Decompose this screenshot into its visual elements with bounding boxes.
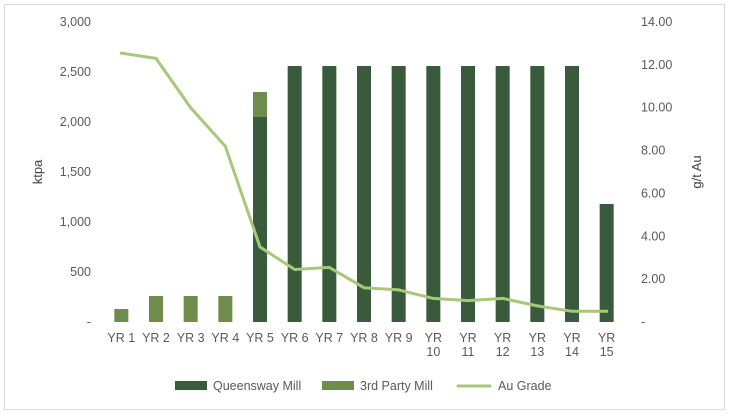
x-tick-label: 14: [565, 345, 579, 359]
x-tick-label: YR 2: [142, 331, 170, 345]
legend-label-queensway-mill: Queensway Mill: [213, 379, 301, 393]
x-tick-label: 11: [462, 345, 475, 359]
au-grade-point: [293, 268, 297, 271]
x-tick-label: YR 3: [177, 331, 205, 345]
y2-tick-label: 14.00: [641, 15, 672, 29]
bar-queensway-mill: [461, 66, 475, 322]
y2-tick-label: 12.00: [641, 58, 672, 72]
au-grade-point: [431, 296, 435, 300]
x-tick-label: 13: [530, 345, 544, 359]
y2-tick-label: 8.00: [641, 144, 665, 158]
bar-queensway-mill: [530, 66, 545, 322]
x-tick-label: YR: [494, 331, 511, 345]
y2-axis-title: g/t Au: [689, 155, 704, 188]
bar-queensway-mill: [426, 66, 441, 322]
x-tick-label: 12: [496, 345, 510, 359]
au-grade-point: [466, 299, 470, 303]
y-tick-label: 3,000: [60, 15, 91, 29]
y2-tick-label: 2.00: [641, 272, 665, 286]
au-grade-point: [501, 296, 505, 300]
x-tick-label: YR 5: [246, 331, 274, 345]
bar-3rd-party-mill: [149, 296, 163, 322]
bar-queensway-mill: [253, 117, 267, 322]
x-tick-label: YR: [598, 331, 615, 345]
y-axis-title: ktpa: [30, 159, 45, 184]
bar-3rd-party-mill: [114, 309, 129, 322]
x-tick-label: 15: [600, 345, 614, 359]
y-tick-label: -: [87, 315, 91, 329]
x-tick-label: YR 1: [107, 331, 135, 345]
x-tick-label: YR 7: [315, 331, 343, 345]
x-tick-label: YR 9: [385, 331, 413, 345]
bar-queensway-mill: [357, 66, 371, 322]
x-tick-label: YR: [459, 331, 476, 345]
bar-3rd-party-mill: [253, 92, 267, 117]
au-grade-point: [189, 106, 193, 110]
x-tick-label: 10: [426, 345, 440, 359]
y-tick-label: 2,500: [60, 65, 91, 79]
au-grade-point: [154, 56, 158, 60]
x-tick-label: YR 4: [211, 331, 239, 345]
au-grade-point: [327, 265, 331, 269]
au-grade-point: [223, 144, 227, 148]
legend-swatch-queensway-mill: [175, 381, 207, 390]
y2-tick-label: 6.00: [641, 186, 665, 200]
y2-tick-label: 10.00: [641, 101, 672, 115]
bar-queensway-mill: [287, 66, 302, 322]
bar-queensway-mill: [322, 66, 337, 322]
bar-3rd-party-mill: [183, 296, 198, 322]
bar-queensway-mill: [599, 204, 614, 322]
au-grade-point: [535, 304, 539, 308]
y-tick-label: 500: [70, 265, 91, 279]
y2-tick-label: -: [641, 315, 645, 329]
au-grade-point: [258, 245, 262, 249]
legend-label-au-grade: Au Grade: [498, 379, 552, 393]
bar-queensway-mill: [391, 66, 406, 322]
legend-label-3rd-party-mill: 3rd Party Mill: [360, 379, 433, 393]
y-tick-label: 1,500: [60, 165, 91, 179]
au-grade-point: [570, 309, 574, 313]
x-tick-label: YR 8: [350, 331, 378, 345]
x-tick-label: YR: [425, 331, 442, 345]
y-tick-label: 1,000: [60, 215, 91, 229]
au-grade-point: [397, 288, 401, 292]
au-grade-point: [605, 309, 609, 313]
legend-swatch-3rd-party-mill: [322, 381, 354, 390]
chart-frame: [4, 4, 725, 410]
x-tick-label: YR: [529, 331, 546, 345]
y2-tick-label: 4.00: [641, 229, 665, 243]
au-grade-point: [119, 51, 123, 55]
y-tick-label: 2,000: [60, 115, 91, 129]
bar-queensway-mill: [565, 66, 579, 322]
bar-queensway-mill: [495, 66, 510, 322]
x-tick-label: YR: [563, 331, 580, 345]
bar-3rd-party-mill: [218, 296, 233, 322]
x-tick-label: YR 6: [281, 331, 309, 345]
au-grade-point: [362, 286, 366, 290]
